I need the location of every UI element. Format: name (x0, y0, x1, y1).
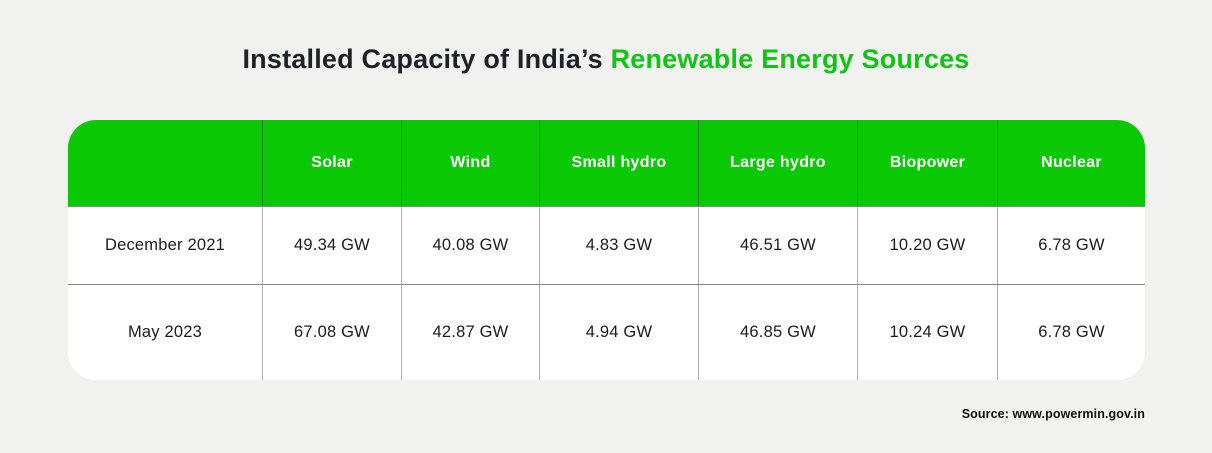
header-cell-biopower: Biopower (857, 120, 997, 206)
table-row-may-2023: May 2023 67.08 GW 42.87 GW 4.94 GW 46.85… (68, 284, 1145, 380)
value-cell-nuclear: 6.78 GW (997, 207, 1145, 284)
title-highlight: Renewable Energy Sources (610, 44, 970, 74)
capacity-table: Solar Wind Small hydro Large hydro Biopo… (68, 120, 1145, 380)
row-label: December 2021 (104, 236, 225, 254)
header-cell-blank (68, 120, 262, 206)
header-cell-solar: Solar (262, 120, 401, 206)
value-cell-large-hydro: 46.85 GW (698, 285, 857, 380)
value-cell-wind: 40.08 GW (401, 207, 539, 284)
page-title: Installed Capacity of India’s Renewable … (0, 44, 1212, 75)
value-cell-small-hydro: 4.83 GW (539, 207, 698, 284)
header-cell-large-hydro: Large hydro (698, 120, 857, 206)
header-cell-small-hydro: Small hydro (539, 120, 698, 206)
title-prefix: Installed Capacity of India’s (242, 44, 611, 74)
header-cell-wind: Wind (401, 120, 539, 206)
table-header-row: Solar Wind Small hydro Large hydro Biopo… (68, 120, 1145, 206)
value-cell-solar: 49.34 GW (262, 207, 401, 284)
value-cell-solar: 67.08 GW (262, 285, 401, 380)
header-cell-nuclear: Nuclear (997, 120, 1145, 206)
value-cell-biopower: 10.24 GW (857, 285, 997, 380)
source-note: Source: www.powermin.gov.in (961, 407, 1145, 421)
row-label: May 2023 (127, 323, 203, 341)
value-cell-small-hydro: 4.94 GW (539, 285, 698, 380)
value-cell-nuclear: 6.78 GW (997, 285, 1145, 380)
table-row-december-2021: December 2021 49.34 GW 40.08 GW 4.83 GW … (68, 206, 1145, 284)
value-cell-wind: 42.87 GW (401, 285, 539, 380)
value-cell-biopower: 10.20 GW (857, 207, 997, 284)
value-cell-large-hydro: 46.51 GW (698, 207, 857, 284)
